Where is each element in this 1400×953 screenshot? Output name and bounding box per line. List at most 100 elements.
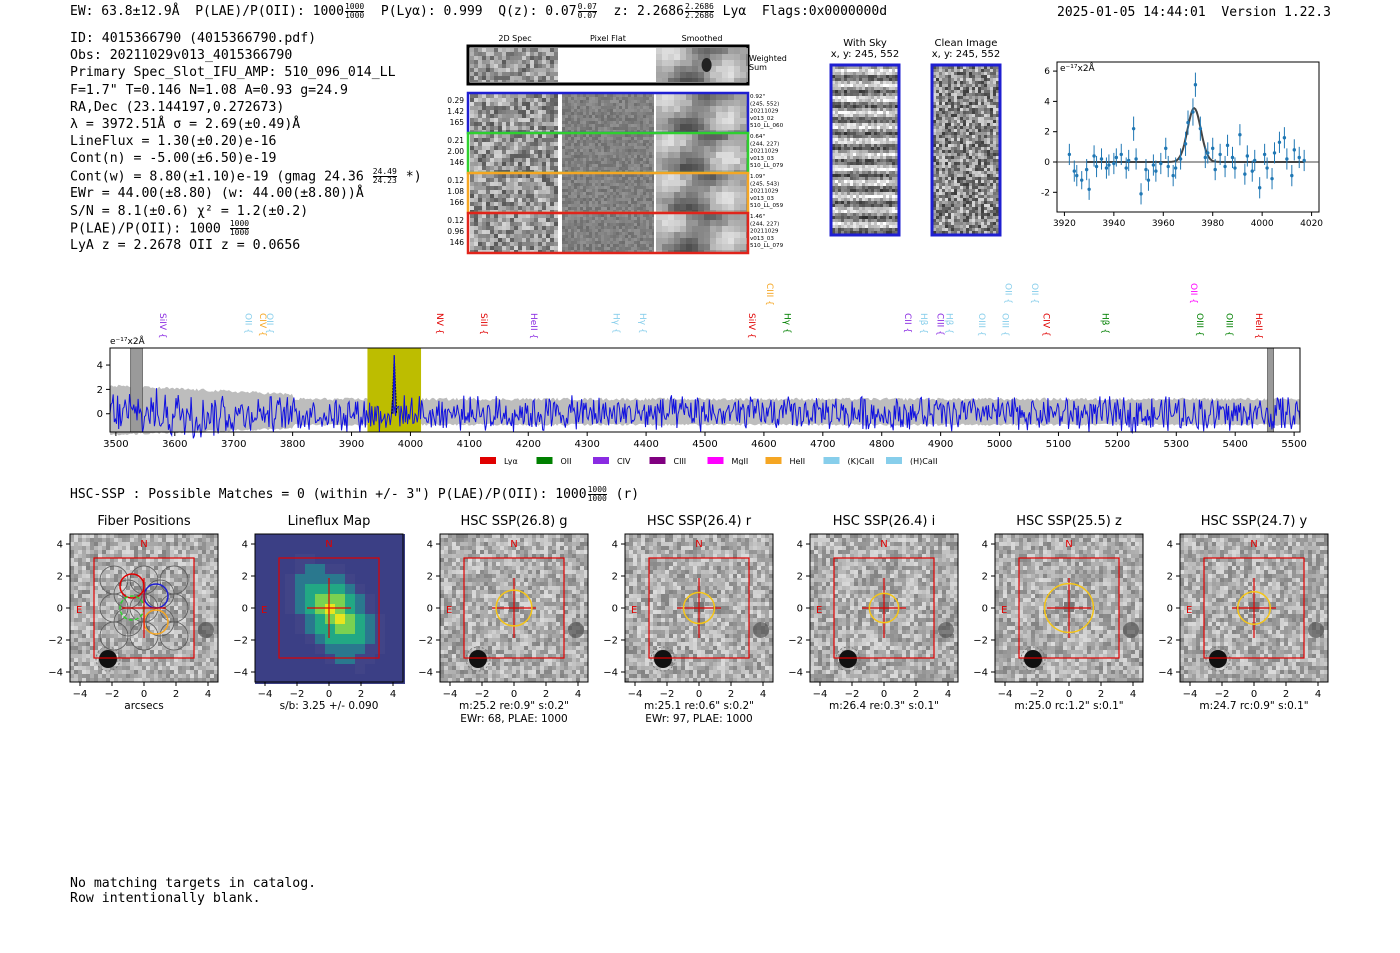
fiber-row-stat: 0.21: [447, 136, 464, 145]
fiber-row-smoothed: [656, 214, 748, 252]
info-lineflux: LineFlux = 1.30(±0.20)e-16: [70, 134, 277, 150]
hsc-xtick-label: 4: [205, 689, 211, 700]
hsc-xtick-label: −4: [73, 689, 88, 700]
zoom-ytick-label: 4: [1044, 97, 1050, 107]
zoom-data-point: [1203, 155, 1208, 160]
hsc-xtick-label: 2: [358, 689, 364, 700]
hsc-xtick-label: 2: [728, 689, 734, 700]
zoom-data-point: [1092, 154, 1096, 158]
hsc-xtick-label: −4: [998, 689, 1013, 700]
hsc-xtick-label: 4: [1130, 689, 1136, 700]
spec-ytick-label: 2: [97, 385, 103, 396]
hsc-panel-caption: m:26.4 re:0.3" s:0.1": [829, 700, 939, 712]
spec-xtick-label: 5500: [1281, 439, 1306, 450]
fiber-row-2dspec: [470, 174, 558, 212]
aperture-box: [463, 557, 565, 659]
compass-east: E: [261, 605, 267, 616]
fiber-row-stat: 0.29: [447, 96, 464, 105]
header-z-frac: 2.2686 2.2686: [684, 2, 714, 20]
zoom-data-point: [1238, 133, 1242, 137]
zoom-data-point: [1218, 152, 1222, 157]
fiber-row-2dspec: [470, 214, 558, 252]
zoom-ytick-label: 6: [1044, 67, 1050, 77]
fiber-row-pixelflat: [562, 134, 654, 172]
hsc-faint-source: [753, 622, 769, 638]
zoom-xtick-label: 3960: [1152, 219, 1175, 229]
hsc-panel-caption: m:24.7 rc:0.9" s:0.1": [1199, 700, 1308, 712]
hsc-panel-caption: s/b: 3.25 +/- 0.090: [280, 700, 379, 712]
emission-line-label: Hγ {: [781, 313, 791, 334]
compass-north: N: [510, 539, 517, 550]
emission-line-text: HeII {: [528, 313, 538, 339]
hsc-panel: HSC SSP(24.7) y N E −4 −4 −2 −2 0 0 2 2 4 4 m:24.7 rc…: [1158, 514, 1329, 712]
emission-line-label: OII {: [1029, 283, 1039, 304]
hsc-panel-caption: m:25.1 re:0.6" s:0.2": [644, 700, 754, 712]
hsc-xtick-label: −2: [1215, 689, 1230, 700]
info-fiber: F=1.7" T=0.146 N=1.08 A=0.93 g=24.9: [70, 82, 348, 98]
hsc-panel-caption: EWr: 68, PLAE: 1000: [460, 713, 567, 725]
emission-line-label: Hγ {: [637, 313, 647, 334]
zoom-ytick-label: -2: [1041, 188, 1050, 198]
emission-line-text: HeII {: [1253, 313, 1263, 339]
emission-line-label: Hβ {: [943, 313, 953, 334]
fiber-row-pixelflat: [562, 214, 654, 252]
emission-line-text: Hβ {: [918, 313, 928, 334]
zoom-data-point: [1119, 152, 1123, 157]
emission-line-label: OIII {: [1194, 313, 1204, 337]
hsc-xtick-label: 2: [913, 689, 919, 700]
info-sn: S/N = 8.1(±0.6) χ² = 1.2(±0.2): [70, 203, 309, 219]
compass-north: N: [880, 539, 887, 550]
hsc-ytick-label: −4: [973, 668, 988, 679]
zoom-data-point: [1139, 192, 1143, 196]
fiber-row-meta: 20211029: [750, 109, 779, 115]
zoom-data-point: [1124, 166, 1128, 170]
emission-line-label: OII {: [1188, 283, 1198, 304]
zoom-data-point: [1171, 173, 1175, 178]
aperture-ring: [682, 591, 716, 625]
hsc-xtick-label: −4: [443, 689, 458, 700]
clean-image-frame: [930, 63, 1002, 237]
emission-line-label: NV {: [434, 313, 444, 334]
fiber-row-meta: (245, 543): [750, 181, 779, 187]
hsc-star-ring: [650, 646, 676, 672]
emission-line-label: Hβ {: [918, 313, 928, 334]
fiber-row-pixelflat: [562, 174, 654, 212]
cutout-col-2dspec: 2D Spec: [498, 34, 532, 43]
zoom-data-point: [1302, 158, 1306, 163]
hsc-xtick-label: 0: [696, 689, 702, 700]
fiber-row-stat: 146: [450, 158, 465, 167]
emission-line-label: Hβ {: [1100, 313, 1110, 334]
full-spectrum-chart: 3500 3600 3700 3800 3900 4000 4100 4200 4300 4400…: [97, 283, 1307, 465]
fiber-row-meta: 20211029: [750, 189, 779, 195]
aperture-box: [278, 557, 380, 659]
emission-line-label: OII {: [264, 313, 274, 334]
aperture-ring: [1043, 582, 1095, 634]
spec-xtick-label: 4800: [869, 439, 894, 450]
zoom-data-point: [1080, 178, 1084, 182]
hsc-bright-star: [1024, 650, 1042, 668]
hsc-ytick-label: 2: [57, 572, 63, 583]
fiber-row-pixelflat: [562, 94, 654, 132]
hsc-panel-title: Fiber Positions: [97, 514, 190, 529]
emission-line-text: CIII {: [764, 283, 774, 306]
spec-ytick-label: 4: [97, 361, 103, 372]
spec-xtick-label: 3900: [339, 439, 364, 450]
fiber-row-stat: 0.12: [447, 176, 464, 185]
spec-xtick-label: 5400: [1222, 439, 1247, 450]
spec-xtick-label: 4100: [457, 439, 482, 450]
hsc-star-ring: [835, 646, 861, 672]
hsc-xtick-label: 4: [760, 689, 766, 700]
fiber-row-2dspec: [470, 94, 558, 132]
legend-label: HeII: [790, 457, 806, 465]
hsc-xtick-label: 4: [1315, 689, 1321, 700]
fiber-circle: [99, 621, 129, 651]
header-plae-frac: 1000 1000: [344, 2, 365, 20]
zoom-data-point: [1094, 164, 1099, 169]
aperture-box: [93, 557, 195, 659]
aperture-box: [1018, 557, 1120, 659]
zoom-data-point: [1114, 155, 1119, 160]
zoom-xtick-label: 4020: [1300, 219, 1323, 229]
emission-line-text: CIV {: [257, 313, 267, 337]
hsc-ytick-label: 0: [427, 604, 433, 615]
